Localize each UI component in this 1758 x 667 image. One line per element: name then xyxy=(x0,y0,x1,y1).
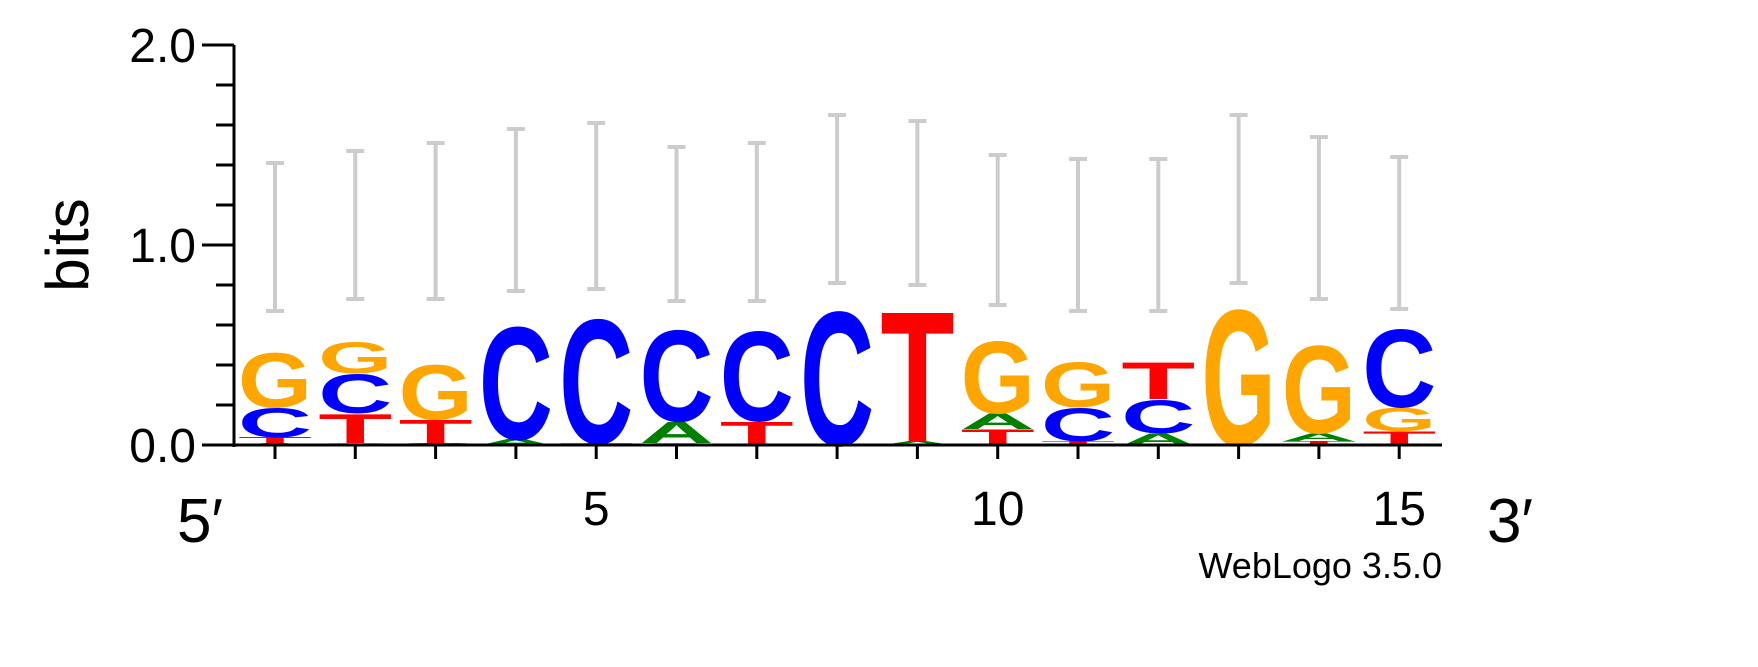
letter-stacks: ATCGGTCGCTGACTCGACTCCATTAGTCGACTGTAGTGC xyxy=(238,270,1436,487)
error-bar xyxy=(828,113,847,285)
base-letter-t: T xyxy=(1121,351,1195,410)
y-tick-label: 0.0 xyxy=(129,420,196,473)
axes: 0.0 1.0 2.0 5 10 15 xyxy=(129,20,1442,536)
error-bar xyxy=(747,141,766,303)
base-letter-c: C xyxy=(1121,390,1195,443)
error-bar xyxy=(1309,135,1328,301)
error-bar xyxy=(988,153,1007,307)
x-tick-label: 15 xyxy=(1373,483,1426,536)
error-bar xyxy=(266,161,284,313)
x-tick-label: 10 xyxy=(971,483,1024,536)
weblogo-credit: WebLogo 3.5.0 xyxy=(1198,545,1442,586)
y-axis-label: bits xyxy=(34,198,101,291)
base-letter-c: C xyxy=(640,303,714,449)
error-bar xyxy=(506,127,525,293)
axis-labels: bits 5′ 3′ WebLogo 3.5.0 xyxy=(34,198,1533,586)
error-bar xyxy=(667,145,686,303)
error-bar xyxy=(1149,157,1168,313)
base-letter-g: G xyxy=(1041,350,1115,421)
base-letter-g: G xyxy=(1282,319,1356,460)
error-bar xyxy=(1229,113,1248,285)
base-letter-t: T xyxy=(1041,440,1115,446)
error-bar xyxy=(426,141,445,301)
base-letter-c: C xyxy=(1041,398,1115,451)
error-bars xyxy=(266,113,1409,313)
base-letter-a: A xyxy=(961,409,1035,434)
base-letter-t: T xyxy=(1282,440,1356,446)
base-letter-c: C xyxy=(720,305,794,448)
y-tick-label: 2.0 xyxy=(129,20,196,73)
five-prime-label: 5′ xyxy=(177,487,223,556)
base-letter-a: A xyxy=(880,440,954,446)
base-letter-c: C xyxy=(238,399,312,446)
base-letter-a: A xyxy=(479,438,553,447)
error-bar xyxy=(1069,157,1087,313)
error-bar xyxy=(346,149,365,301)
base-letter-g: G xyxy=(238,337,312,424)
base-letter-g: G xyxy=(318,333,392,383)
base-letter-c: C xyxy=(1362,306,1436,431)
error-bar xyxy=(1390,155,1409,311)
x-tick-label: 5 xyxy=(583,483,610,536)
base-letter-g: G xyxy=(961,320,1035,435)
y-tick-label: 1.0 xyxy=(129,220,196,273)
base-letter-g: G xyxy=(399,349,473,436)
error-bar xyxy=(908,119,927,287)
base-letter-a: A xyxy=(1282,431,1356,443)
base-letter-c: C xyxy=(318,363,392,425)
three-prime-label: 3′ xyxy=(1487,487,1533,556)
base-letter-t: T xyxy=(238,436,312,445)
base-letter-g: G xyxy=(1362,401,1436,438)
error-bar xyxy=(587,121,606,291)
